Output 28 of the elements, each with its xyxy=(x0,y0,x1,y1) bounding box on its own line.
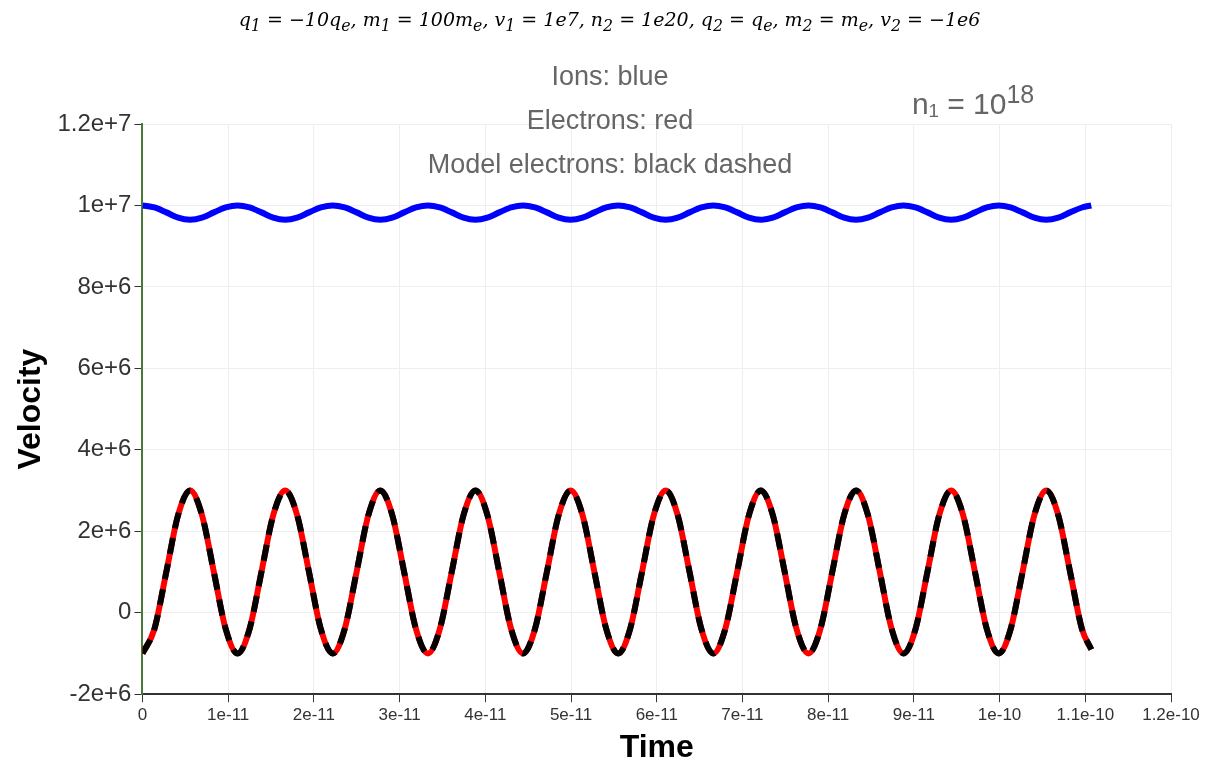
x-tick-label: 7e-11 xyxy=(721,705,764,725)
y-tick-label: 1.2e+7 xyxy=(57,108,132,136)
x-tick-label: 3e-11 xyxy=(378,705,421,725)
y-tick-label: 2e+6 xyxy=(77,515,132,543)
y-tick-label: 0 xyxy=(118,597,132,625)
x-tick-label: 9e-11 xyxy=(892,705,935,725)
x-tick-label: 5e-11 xyxy=(549,705,593,725)
y-tick-label: 1e+7 xyxy=(77,190,132,218)
x-tick-label: 1e-10 xyxy=(977,705,1022,725)
y-tick-label: 8e+6 xyxy=(77,271,132,299)
x-tick-label: 1.2e-10 xyxy=(1142,705,1200,725)
x-tick-label: 1.1e-10 xyxy=(1056,705,1115,725)
x-tick-label: 8e-11 xyxy=(807,705,850,725)
annotation: Electrons: red xyxy=(526,105,694,135)
x-tick-label: 0 xyxy=(137,705,148,725)
annotation: Model electrons: black dashed xyxy=(426,148,794,181)
chart-title: q$_{1}$ = −10q$_{e}$, m$_{1}$ = 100m$_{e}$, v$_{1}$ = 1e7, n$_{2}$ = 1e20, q$_{2}$ = q$_{e}$, m$_{2}$ = m$_{e}$, v$_{2}$ = −1e6 xyxy=(238,8,981,35)
y-axis-title: Velocity xyxy=(11,348,48,470)
x-tick-label: 2e-11 xyxy=(292,705,335,725)
x-tick-label: 6e-11 xyxy=(635,705,678,725)
y-tick-label: 6e+6 xyxy=(77,353,132,380)
x-axis-title: Time xyxy=(619,727,694,764)
y-tick-label: 4e+6 xyxy=(77,434,132,462)
text: Ions: blue xyxy=(551,61,669,91)
x-tick-label: 1e-11 xyxy=(207,705,250,725)
text: n₁ = 10$^{18}$ xyxy=(912,80,1035,121)
y-tick-label: -2e+6 xyxy=(69,678,132,706)
x-tick-label: 4e-11 xyxy=(464,705,507,725)
